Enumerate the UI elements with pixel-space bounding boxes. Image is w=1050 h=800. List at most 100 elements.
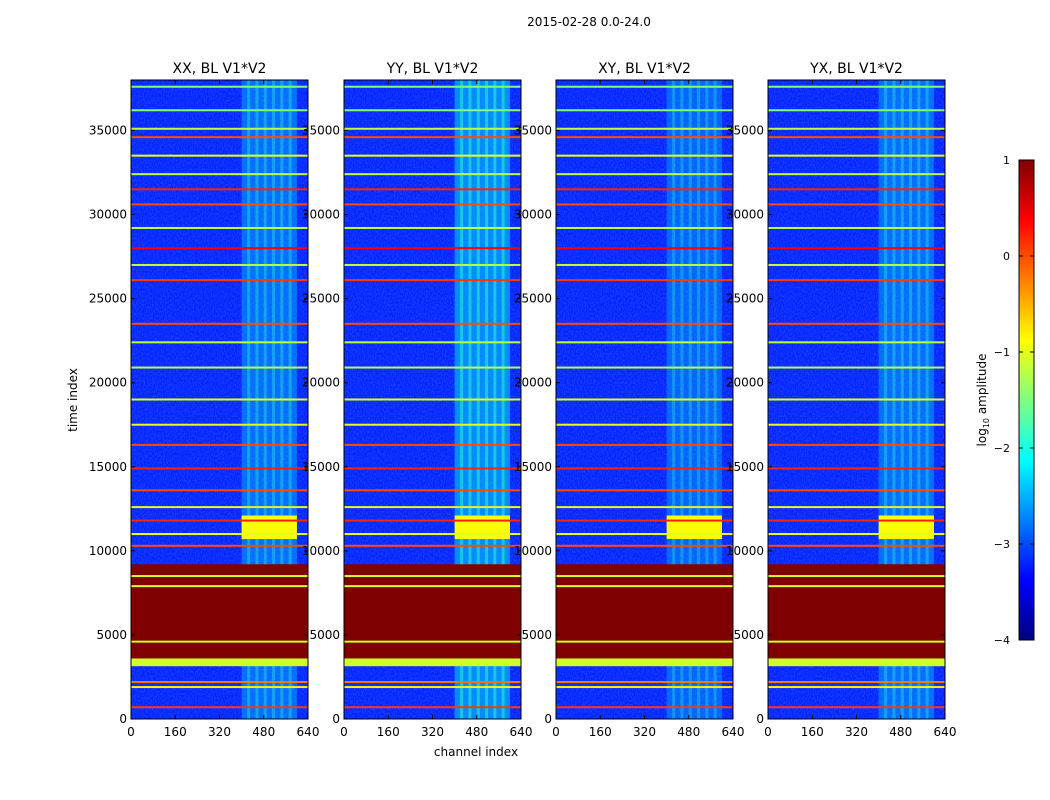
time-line [768, 366, 945, 369]
y-tick-label: 0 [332, 712, 340, 726]
band-3300 [768, 658, 945, 666]
time-line [344, 322, 521, 325]
x-tick-label: 480 [889, 725, 912, 739]
saturated-block-line [556, 575, 733, 578]
time-line [768, 443, 945, 446]
colorbar-tick-label: −3 [994, 538, 1010, 551]
x-tick-label: 0 [340, 725, 348, 739]
time-line [556, 109, 733, 112]
time-line [556, 366, 733, 369]
time-line [556, 322, 733, 325]
time-line [344, 263, 521, 266]
time-line [768, 203, 945, 206]
y-tick-label: 25000 [514, 292, 552, 306]
time-line [131, 322, 308, 325]
time-line [556, 247, 733, 250]
time-line [768, 279, 945, 282]
time-line [344, 109, 521, 112]
x-tick-label: 640 [934, 725, 957, 739]
time-line [131, 506, 308, 509]
time-line [344, 366, 521, 369]
saturated-block-line [768, 640, 945, 643]
y-tick-label: 25000 [302, 292, 340, 306]
time-line [556, 533, 733, 536]
time-line [131, 109, 308, 112]
time-line [131, 443, 308, 446]
y-tick-label: 10000 [726, 544, 764, 558]
y-tick-label: 20000 [514, 376, 552, 390]
y-tick-label: 15000 [302, 460, 340, 474]
panel-3: YX, BL V1*V2 0 160 320 480 640 0 5000 10000 15000… [726, 61, 957, 739]
time-line [768, 247, 945, 250]
time-line [131, 85, 308, 88]
panel-title: XY, BL V1*V2 [598, 61, 691, 77]
time-line [131, 681, 308, 684]
band-3300 [131, 658, 308, 666]
x-axis-label: channel index [434, 745, 518, 759]
saturated-block-line [131, 585, 308, 588]
time-line [556, 443, 733, 446]
y-tick-label: 0 [756, 712, 764, 726]
time-line [768, 154, 945, 157]
time-line [344, 467, 521, 470]
time-line [768, 706, 945, 709]
x-tick-label: 160 [589, 725, 612, 739]
time-line [556, 423, 733, 426]
panel-2: XY, BL V1*V2 0 160 320 480 640 0 5000 10000 15000… [514, 61, 745, 739]
time-line [344, 686, 521, 689]
time-line [556, 173, 733, 176]
y-tick-label: 30000 [726, 208, 764, 222]
time-line [768, 506, 945, 509]
time-line [344, 681, 521, 684]
time-line [344, 706, 521, 709]
colorbar-tick-label: −2 [994, 442, 1010, 455]
y-tick-label: 35000 [726, 123, 764, 137]
y-tick-label: 35000 [89, 123, 127, 137]
rfi-burst [666, 515, 722, 540]
y-tick-label: 5000 [733, 628, 764, 642]
time-line [344, 506, 521, 509]
time-line [131, 154, 308, 157]
saturated-block-line [768, 585, 945, 588]
x-tick-label: 640 [510, 725, 533, 739]
colorbar-tick-label: −4 [994, 634, 1010, 647]
time-line [131, 686, 308, 689]
time-line [131, 706, 308, 709]
time-line [344, 279, 521, 282]
panel-title: XX, BL V1*V2 [173, 61, 267, 77]
panel-1: YY, BL V1*V2 0 160 320 480 640 0 5000 10000 15000… [302, 61, 533, 739]
time-line [344, 188, 521, 191]
time-line [344, 544, 521, 547]
time-line [344, 247, 521, 250]
y-tick-label: 5000 [309, 628, 340, 642]
time-line [556, 341, 733, 344]
time-line [131, 203, 308, 206]
colorbar-gradient [1018, 159, 1035, 641]
time-line [768, 341, 945, 344]
colorbar-ticks: 1 0 −1 −2 −3 −4 [994, 154, 1034, 647]
y-tick-label: 15000 [726, 460, 764, 474]
y-tick-label: 35000 [514, 123, 552, 137]
time-line [768, 173, 945, 176]
time-line [768, 226, 945, 229]
band-3300 [344, 658, 521, 666]
y-axis-label: time index [66, 368, 80, 432]
time-line [768, 544, 945, 547]
y-tick-label: 15000 [89, 460, 127, 474]
colorbar-tick-label: −1 [994, 346, 1010, 359]
rfi-burst [878, 515, 934, 540]
time-line [131, 423, 308, 426]
time-line [344, 489, 521, 492]
time-line [131, 279, 308, 282]
time-line [131, 127, 308, 130]
time-line [768, 85, 945, 88]
time-line [768, 109, 945, 112]
time-line [768, 519, 945, 522]
time-line [768, 533, 945, 536]
time-line [768, 263, 945, 266]
time-line [344, 173, 521, 176]
time-line [344, 423, 521, 426]
saturated-block [344, 564, 521, 664]
saturated-block-line [556, 640, 733, 643]
